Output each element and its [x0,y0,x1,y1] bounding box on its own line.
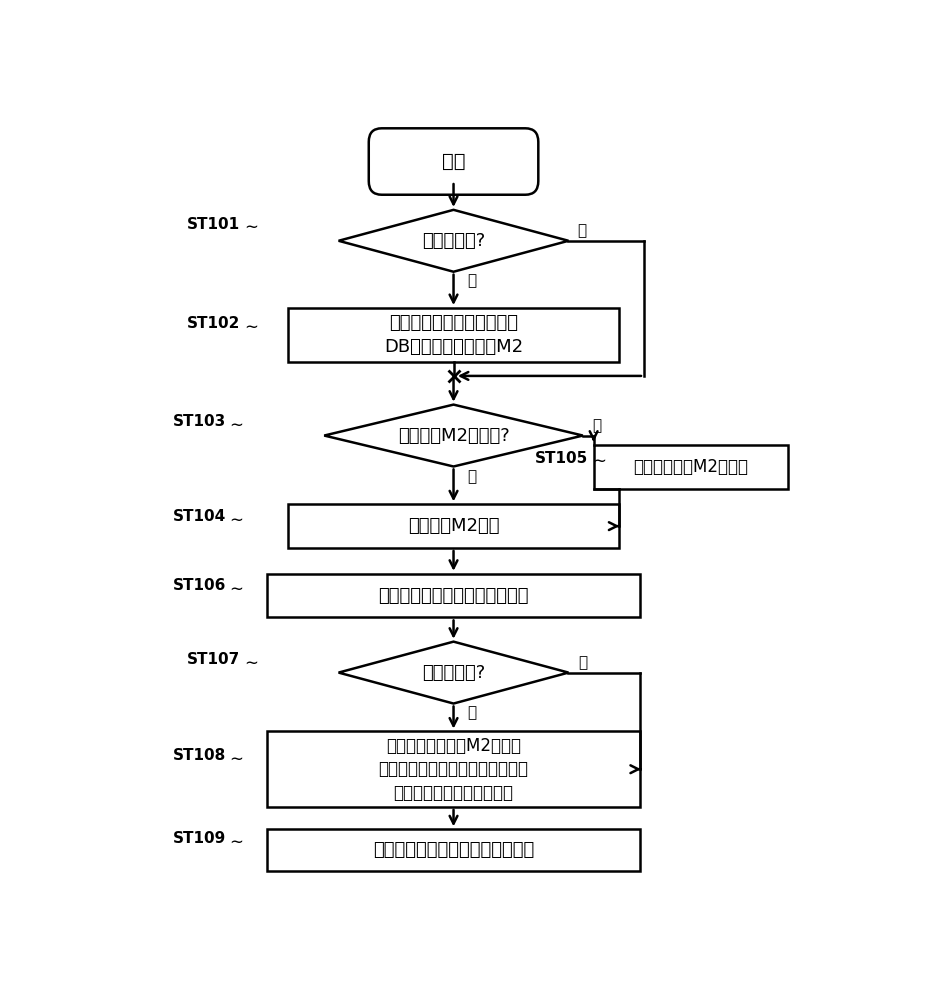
Text: ∼: ∼ [244,318,258,336]
Bar [593,445,788,489]
Text: 从游戏内容中获取触觉呈现信号: 从游戏内容中获取触觉呈现信号 [378,587,528,605]
FancyBboxPatch shape [369,128,539,195]
Bar [267,731,641,807]
Text: 开始: 开始 [442,152,465,171]
Text: 设置质量M2的值: 设置质量M2的值 [408,517,500,535]
Text: 否: 否 [592,418,602,433]
Bar [288,308,619,362]
Text: ST107: ST107 [187,652,240,667]
Text: ST108: ST108 [172,748,226,763]
Polygon shape [338,210,568,272]
Text: ∼: ∼ [229,750,243,768]
Text: 执行基于使用质量M2的值的
校正计算的结果校正触觉呈现信号
以生成触觉输出信号的处理: 执行基于使用质量M2的值的 校正计算的结果校正触觉呈现信号 以生成触觉输出信号的… [378,737,528,802]
Text: ∼: ∼ [229,833,243,851]
Text: ST109: ST109 [172,831,226,846]
Text: ST105: ST105 [536,451,589,466]
Text: 存在质量M2的信息?: 存在质量M2的信息? [398,427,510,445]
Polygon shape [338,642,568,704]
Text: 是: 是 [467,273,476,288]
Text: ∼: ∼ [592,452,606,470]
Text: ∼: ∼ [229,510,243,528]
Text: ∼: ∼ [244,654,258,672]
Bar [267,574,641,617]
Text: ∼: ∼ [229,580,243,598]
Text: 是: 是 [467,705,476,720]
Text: ∼: ∼ [244,218,258,236]
Text: ∼: ∼ [229,416,243,434]
Bar [288,504,619,548]
Text: ST106: ST106 [172,578,226,593]
Text: 附件已安装?: 附件已安装? [422,232,485,250]
Polygon shape [324,405,583,467]
Text: 将触觉输出信号发送至游戏控制器: 将触觉输出信号发送至游戏控制器 [373,841,534,859]
Text: 执行估计质量M2的处理: 执行估计质量M2的处理 [633,458,748,476]
Text: ST103: ST103 [172,414,226,429]
Text: 否: 否 [577,223,586,238]
Text: 附件已安装?: 附件已安装? [422,664,485,682]
Text: ST102: ST102 [186,316,240,331]
Text: 是: 是 [467,469,476,484]
Text: 获取附件的设备信息并且在
DB中查询附件的质量M2: 获取附件的设备信息并且在 DB中查询附件的质量M2 [384,314,523,356]
Text: ST104: ST104 [172,509,226,524]
Text: ST101: ST101 [187,217,240,232]
Bar [267,829,641,871]
Text: 否: 否 [578,655,588,670]
